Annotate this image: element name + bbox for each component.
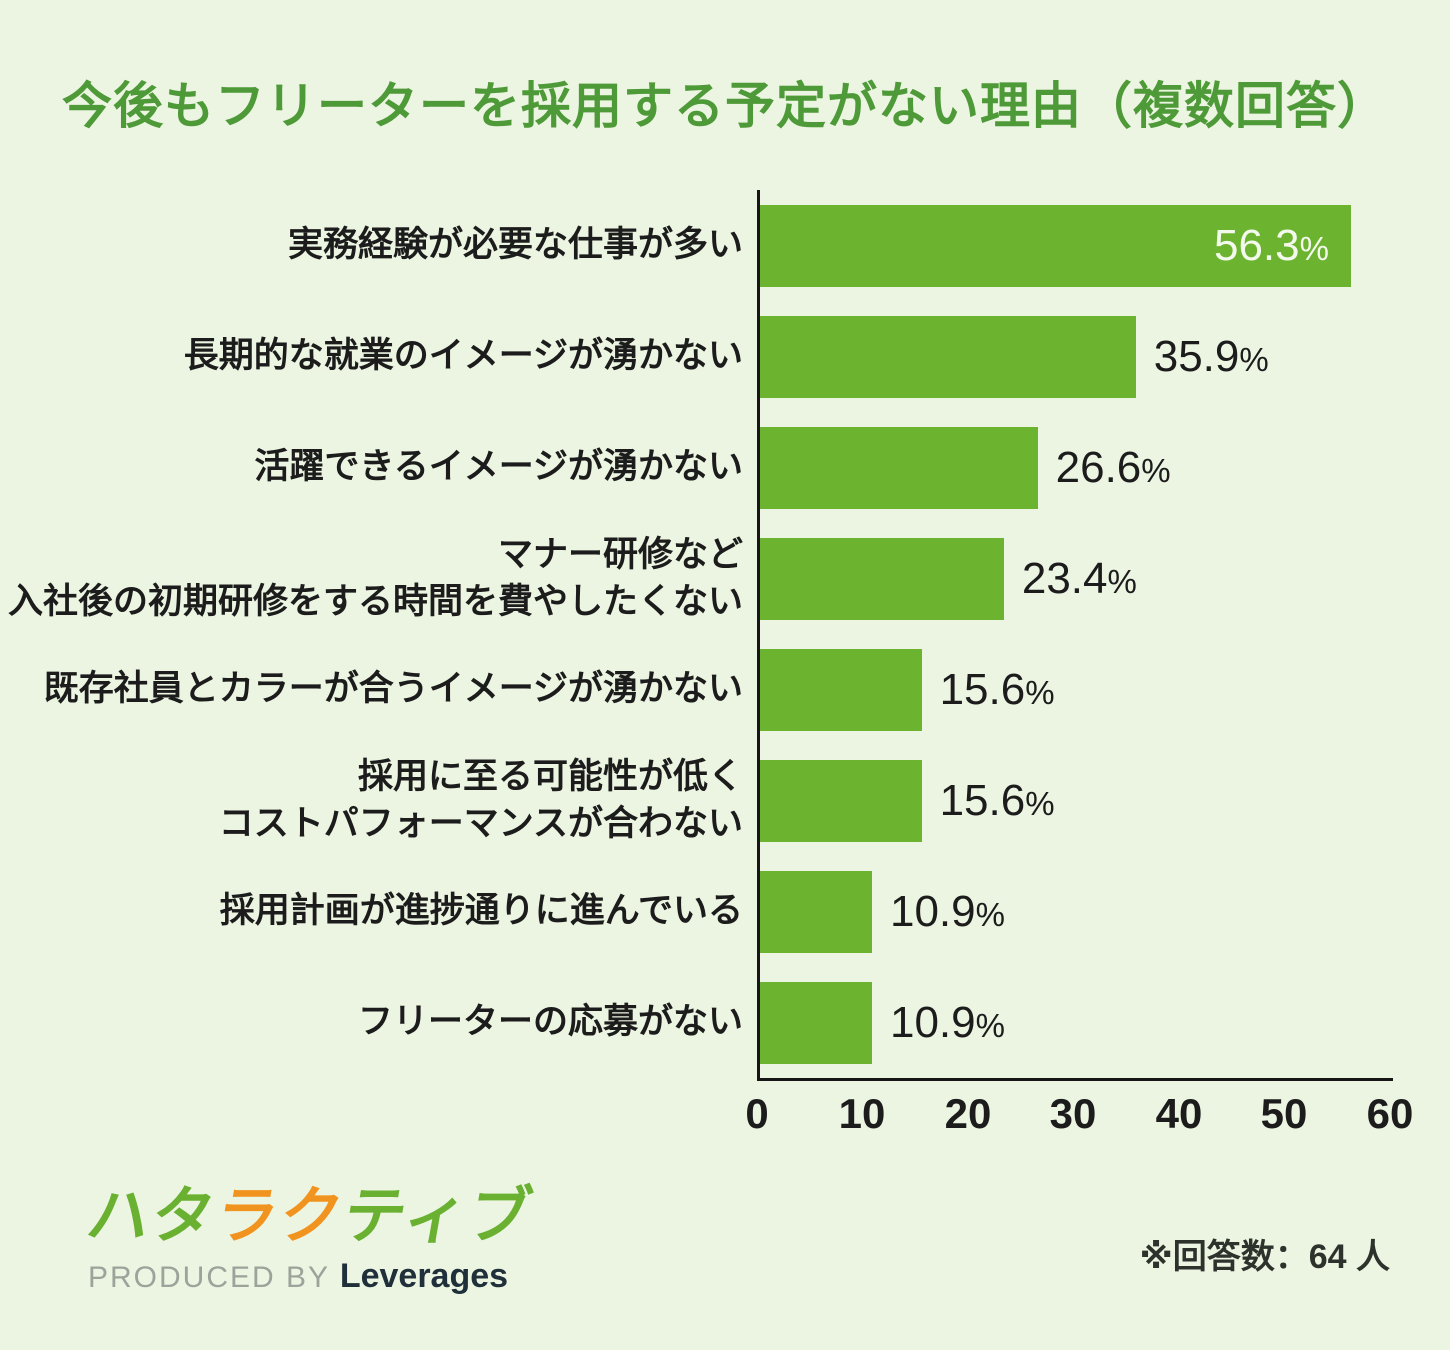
bar-area: 10.9% — [757, 967, 1390, 1078]
bar-area: 56.3% — [757, 190, 1390, 301]
respondents-note: ※回答数：64 人 — [1139, 1238, 1390, 1277]
logo-segment: ハタ — [81, 1182, 223, 1251]
logo-segment: ラク — [209, 1182, 351, 1251]
value-label: 56.3% — [1214, 221, 1329, 271]
value-label: 10.9% — [890, 998, 1005, 1048]
percent-sign: % — [1239, 340, 1269, 378]
bar-area: 35.9% — [757, 301, 1390, 412]
bar — [757, 426, 1038, 509]
value-label: 35.9% — [1154, 332, 1269, 382]
category-label: 活躍できるイメージが湧かない — [254, 447, 743, 487]
chart-header: 今後もフリーターを採用する予定がない理由（複数回答） — [0, 0, 1450, 190]
bar — [757, 315, 1136, 398]
footer: ハタラクティブ PRODUCED BY Leverages ※回答数：64 人 — [0, 1182, 1450, 1296]
bar-row: 活躍できるイメージが湧かない 26.6% — [0, 412, 1450, 523]
x-tick-label: 50 — [1260, 1090, 1308, 1137]
x-tick-label: 30 — [1049, 1090, 1097, 1137]
bar-area: 23.4% — [757, 523, 1390, 634]
category-label: フリーターの応募がない — [357, 1002, 743, 1042]
bar-area: 26.6% — [757, 412, 1390, 523]
chart-title: 今後もフリーターを採用する予定がない理由（複数回答） — [62, 78, 1388, 134]
leverages-brand: Leverages — [339, 1257, 509, 1296]
value-number: 15.6 — [939, 664, 1026, 714]
y-axis-line — [757, 190, 760, 1078]
bar-rows: 実務経験が必要な仕事が多い 56.3% 長期的な就業のイメージが湧かない 35.… — [0, 190, 1450, 1081]
bar-row: フリーターの応募がない 10.9% — [0, 967, 1450, 1078]
value-number: 23.4 — [1021, 553, 1108, 603]
percent-sign: % — [975, 1006, 1005, 1044]
x-axis-line — [757, 1078, 1393, 1081]
bar-row: マナー研修など 入社後の初期研修をする時間を費やしたくない 23.4% — [0, 523, 1450, 634]
produced-by-line: PRODUCED BY Leverages — [88, 1257, 532, 1296]
bar-row: 採用計画が進捗通りに進んでいる 10.9% — [0, 856, 1450, 967]
category-label: 採用計画が進捗通りに進んでいる — [219, 891, 743, 931]
bar-row: 採用に至る可能性が低く コストパフォーマンスが合わない 15.6% — [0, 745, 1450, 856]
bar — [757, 870, 872, 953]
category-label: 長期的な就業のイメージが湧かない — [183, 336, 743, 376]
percent-sign: % — [1299, 229, 1329, 267]
x-axis-ticks: 0 10 20 30 40 50 60 — [0, 1078, 1450, 1140]
bar — [757, 537, 1004, 620]
bar-area: 15.6% — [757, 634, 1390, 745]
value-number: 10.9 — [889, 997, 976, 1047]
x-tick-label: 20 — [944, 1090, 992, 1137]
value-number: 26.6 — [1055, 442, 1142, 492]
bar-row: 実務経験が必要な仕事が多い 56.3% — [0, 190, 1450, 301]
bar-row: 長期的な就業のイメージが湧かない 35.9% — [0, 301, 1450, 412]
value-number: 35.9 — [1153, 331, 1240, 381]
produced-by-label: PRODUCED BY — [88, 1261, 340, 1295]
value-label: 23.4% — [1022, 554, 1137, 604]
category-label: マナー研修など 入社後の初期研修をする時間を費やしたくない — [7, 535, 743, 621]
logo-block: ハタラクティブ PRODUCED BY Leverages — [82, 1182, 538, 1296]
bar — [757, 981, 872, 1064]
bar: 56.3% — [757, 204, 1351, 287]
value-label: 10.9% — [890, 887, 1005, 937]
bar-chart: 実務経験が必要な仕事が多い 56.3% 長期的な就業のイメージが湧かない 35.… — [0, 190, 1450, 1140]
hatarakutive-logo: ハタラクティブ — [81, 1182, 539, 1251]
bar-row: 既存社員とカラーが合うイメージが湧かない 15.6% — [0, 634, 1450, 745]
value-number: 56.3 — [1213, 220, 1300, 270]
percent-sign: % — [1025, 673, 1055, 711]
value-label: 15.6% — [940, 776, 1055, 826]
bar — [757, 648, 922, 731]
bar-area: 10.9% — [757, 856, 1390, 967]
percent-sign: % — [1025, 784, 1055, 822]
x-tick-label: 0 — [745, 1090, 769, 1137]
x-tick-label: 10 — [838, 1090, 886, 1137]
x-tick-label: 40 — [1155, 1090, 1203, 1137]
category-label: 実務経験が必要な仕事が多い — [287, 225, 743, 265]
category-label: 既存社員とカラーが合うイメージが湧かない — [43, 669, 743, 709]
percent-sign: % — [975, 895, 1005, 933]
value-number: 10.9 — [889, 886, 976, 936]
percent-sign: % — [1107, 562, 1137, 600]
x-tick-label: 60 — [1366, 1090, 1414, 1137]
value-number: 15.6 — [939, 775, 1026, 825]
category-label: 採用に至る可能性が低く コストパフォーマンスが合わない — [218, 757, 743, 843]
value-label: 15.6% — [940, 665, 1055, 715]
value-label: 26.6% — [1056, 443, 1171, 493]
logo-segment: ティブ — [337, 1182, 539, 1251]
bar — [757, 759, 922, 842]
bar-area: 15.6% — [757, 745, 1390, 856]
percent-sign: % — [1141, 451, 1171, 489]
